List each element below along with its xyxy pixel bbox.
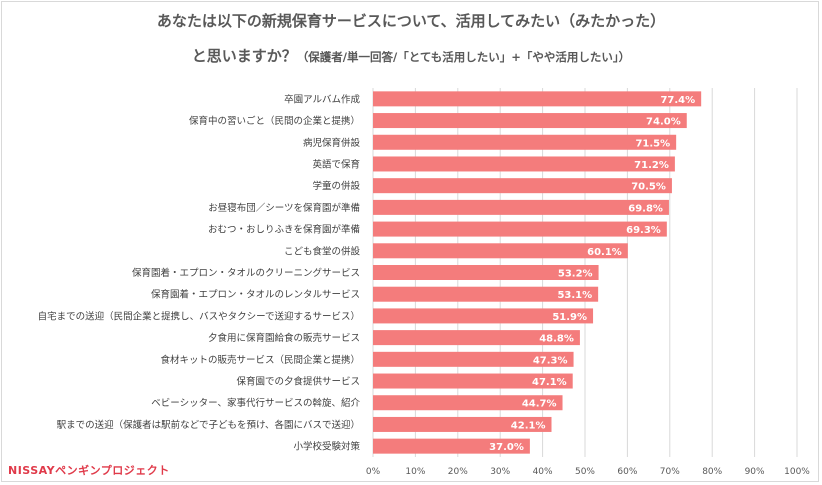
data-label: 42.1%: [511, 420, 546, 431]
x-tick-label: 100%: [784, 467, 810, 477]
category-label: 保育園での夕食提供サービス: [236, 376, 360, 388]
category-label: 小学校受験対策: [293, 441, 360, 453]
category-label: 駅までの送迎（保護者は駅前などで子どもを預け、各園にバスで送迎）: [57, 419, 360, 431]
category-label: 卒園アルバム作成: [284, 93, 360, 105]
data-label: 60.1%: [587, 247, 622, 258]
category-label: 保育園着・エプロン・タオルのレンタルサービス: [151, 289, 360, 301]
data-label: 47.1%: [532, 377, 567, 388]
x-tick-label: 90%: [745, 467, 765, 477]
bar: [373, 199, 669, 215]
data-label: 74.0%: [646, 117, 681, 128]
category-label: 英語で保育: [312, 158, 360, 170]
x-tick-label: 60%: [617, 467, 637, 477]
data-label: 71.5%: [635, 138, 670, 149]
x-tick-label: 30%: [490, 467, 510, 477]
category-label: こども食堂の併設: [284, 245, 361, 257]
chart-title-line2: と思いますか？（保護者/単一回答/「とても活用したい」+「やや活用したい」）: [0, 45, 822, 66]
x-tick-label: 70%: [660, 467, 680, 477]
x-tick-label: 0%: [366, 467, 381, 477]
category-label: 保育中の習いごと（民間の企業と提携）: [189, 115, 360, 127]
bar: [373, 243, 628, 259]
chart-title-note: （保護者/単一回答/「とても活用したい」+「やや活用したい」）: [296, 50, 631, 64]
data-label: 51.9%: [552, 312, 587, 323]
bar: [373, 373, 573, 389]
bar: [373, 178, 672, 194]
bar: [373, 91, 702, 107]
bar: [373, 134, 677, 150]
data-label: 37.0%: [489, 442, 524, 453]
data-label: 47.3%: [533, 355, 568, 366]
bar: [373, 286, 599, 302]
data-label: 44.7%: [522, 399, 557, 410]
data-label: 71.2%: [634, 160, 669, 171]
x-tick-label: 40%: [533, 467, 553, 477]
x-tick-label: 10%: [405, 467, 425, 477]
category-label: 病児保育併設: [303, 137, 361, 149]
category-label: お昼寝布団／シーツを保育園が準備: [208, 202, 360, 214]
category-label: 夕食用に保育園給食の販売サービス: [208, 332, 360, 344]
data-label: 53.2%: [558, 269, 593, 280]
category-label: おむつ・おしりふきを保育園が準備: [208, 224, 360, 236]
category-label: 保育園着・エプロン・タオルのクリーニングサービス: [132, 267, 360, 279]
chart-title-main: と思いますか？: [191, 47, 297, 65]
data-label: 53.1%: [557, 290, 592, 301]
bar: [373, 221, 667, 237]
data-label: 77.4%: [660, 95, 695, 106]
bar: [373, 265, 599, 280]
bar: [373, 156, 675, 172]
x-tick-label: 80%: [702, 467, 722, 477]
bar: [373, 395, 563, 411]
category-label: 学童の併設: [312, 180, 360, 192]
data-label: 69.8%: [628, 203, 663, 214]
bar: [373, 308, 594, 324]
bar: [373, 416, 552, 432]
category-label: 食材キットの販売サービス（民間企業と提携）: [160, 354, 360, 366]
chart-title-line1: あなたは以下の新規保育サービスについて、活用してみたい（みたかった）: [156, 12, 666, 30]
x-tick-label: 20%: [448, 467, 468, 477]
category-label: 自宅までの送迎（民間企業と提携し、バスやタクシーで送迎するサービス）: [38, 310, 360, 322]
data-label: 69.3%: [626, 225, 661, 236]
bar: [373, 113, 687, 129]
bar: [373, 438, 530, 454]
nissay-penguin-project-logo: NISSAYペンギンプロジェクト: [8, 464, 170, 477]
bar: [373, 351, 574, 367]
category-label: ベビーシッター、家事代行サービスの斡旋、紹介: [151, 397, 360, 409]
data-label: 48.8%: [539, 334, 574, 345]
x-tick-label: 50%: [575, 467, 595, 477]
bar: [373, 330, 580, 346]
data-label: 70.5%: [631, 182, 666, 193]
